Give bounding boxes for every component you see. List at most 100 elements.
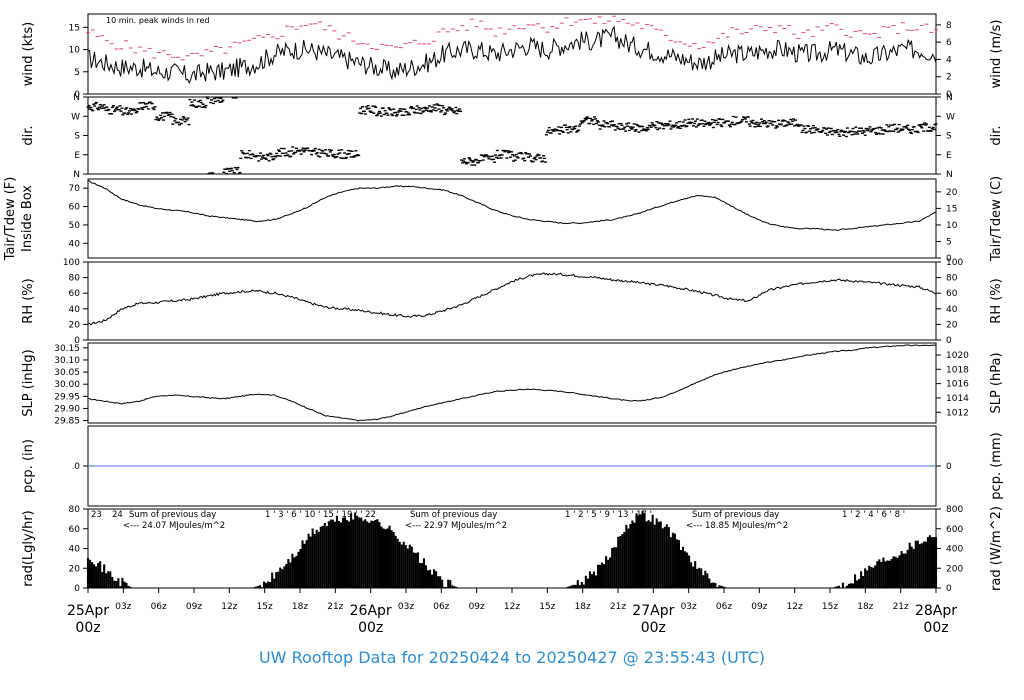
rad-tick-label-right-2: 400 xyxy=(946,545,963,555)
slp-ylabel-right: SLP (hPa) xyxy=(989,352,1004,413)
rad-annotation-9: <--- 18.85 MJoules/m^2 xyxy=(686,521,788,531)
rh-tick-label-left-2: 40 xyxy=(69,305,81,315)
rad-tick-label-right-1: 200 xyxy=(946,564,963,574)
time-tick-label: 09z xyxy=(186,602,202,612)
rad-annotation-6: <--- 22.97 MJoules/m^2 xyxy=(405,521,507,531)
tair-tick-label-right-2: 10 xyxy=(946,221,958,231)
wind-tick-label-right-2: 4 xyxy=(946,55,952,65)
time-tick-label: 06z xyxy=(716,602,732,612)
dir-tick-label-right-4: N xyxy=(946,93,953,103)
pcp-tick-label-right-0: 0 xyxy=(946,462,952,472)
wind-tick-label-right-1: 2 xyxy=(946,73,952,83)
time-tick-label: 06z xyxy=(151,602,167,612)
slp-tick-label-left-3: 30.00 xyxy=(54,380,80,390)
time-tick-label: 12z xyxy=(787,602,803,612)
rad-ylabel-left: rad(Lgly/hr) xyxy=(21,510,36,586)
date-hour-label-0: 00z xyxy=(75,620,100,636)
tair-tick-label-right-4: 20 xyxy=(946,188,958,198)
slp-tick-label-right-3: 1018 xyxy=(946,365,969,375)
rh-tick-label-right-0: 0 xyxy=(946,336,952,346)
rh-tick-label-right-5: 100 xyxy=(946,258,963,268)
wind-tick-label-left-3: 15 xyxy=(69,23,80,33)
time-tick-label: 03z xyxy=(398,602,414,612)
tair-tick-label-left-1: 50 xyxy=(69,221,81,231)
rad-annotation-0: 23 xyxy=(91,510,102,520)
slp-tick-label-right-2: 1016 xyxy=(946,380,969,390)
dir-tick-label-right-0: N xyxy=(946,170,953,180)
rh-tick-label-left-1: 20 xyxy=(69,320,81,330)
rh-panel xyxy=(87,261,937,341)
slp-ylabel-left: SLP (inHg) xyxy=(21,349,36,417)
time-tick-label: 03z xyxy=(115,602,131,612)
rad-tick-label-right-0: 0 xyxy=(946,584,952,594)
rh-tick-label-left-0: 0 xyxy=(74,336,80,346)
dir-ylabel-right: dir. xyxy=(989,125,1004,145)
wind-speed-line xyxy=(87,25,937,85)
slp-tick-label-left-6: 30.15 xyxy=(54,344,80,354)
rh-ylabel-right: RH (%) xyxy=(989,278,1004,323)
tair-tick-label-left-3: 70 xyxy=(69,184,81,194)
rad-annotation-2: Sum of previous day xyxy=(129,510,216,520)
time-tick-label: 18z xyxy=(292,602,308,612)
wind-ylabel-right: wind (m/s) xyxy=(989,20,1004,89)
rad-annotation-4: 1 ' 3 ' 6 ' 10 ' 15 ' 19 ' ' 22 xyxy=(265,510,376,520)
tair-tick-label-right-1: 5 xyxy=(946,237,952,247)
dir-tick-label-left-0: N xyxy=(73,170,80,180)
wind-ylabel-left: wind (kts) xyxy=(21,22,36,86)
rh-tick-label-left-4: 80 xyxy=(69,274,81,284)
slp-tick-label-right-4: 1020 xyxy=(946,351,969,361)
wind-tick-label-right-3: 6 xyxy=(946,38,952,48)
rh-tick-label-right-4: 80 xyxy=(946,274,958,284)
time-tick-label: 15z xyxy=(822,602,838,612)
time-tick-label: 06z xyxy=(433,602,449,612)
wind-annotation: 10 min. peak winds in red xyxy=(106,16,210,25)
tair-ylabel-left-2: Inside Box xyxy=(20,185,35,252)
time-tick-label: 21z xyxy=(610,602,626,612)
rad-annotation-5: Sum of previous day xyxy=(410,510,497,520)
date-label-0: 25Apr xyxy=(67,603,109,619)
slp-tick-label-right-0: 1012 xyxy=(946,408,969,418)
time-tick-label: 12z xyxy=(221,602,237,612)
time-tick-label: 12z xyxy=(504,602,520,612)
chart-title: UW Rooftop Data for 20250424 to 20250427… xyxy=(258,648,766,667)
slp-tick-label-left-4: 30.05 xyxy=(54,368,80,378)
rh-tick-label-right-3: 60 xyxy=(946,289,958,299)
rad-tick-label-left-2: 40 xyxy=(69,545,81,555)
tair-ylabel-left: Tair/Tdew (F) xyxy=(3,177,18,262)
date-hour-label-1: 00z xyxy=(358,620,383,636)
pcp-ylabel-right: pcp. (mm) xyxy=(989,432,1004,499)
tair-tick-label-right-0: 0 xyxy=(946,254,952,264)
wind-tick-label-left-0: 0 xyxy=(74,90,80,100)
wind-panel xyxy=(87,13,937,95)
tair-tick-label-left-0: 40 xyxy=(69,239,81,249)
time-axis: 03z 06z 09z 12z 15z 18z 21z 03z 06z 09z 12z 15z 18z 2… xyxy=(67,588,957,636)
time-tick-label: 03z xyxy=(681,602,697,612)
dir-points xyxy=(86,96,938,175)
slp-tick-label-left-2: 29.95 xyxy=(54,392,80,402)
time-tick-label: 15z xyxy=(257,602,273,612)
rad-bars xyxy=(86,511,938,588)
slp-panel xyxy=(87,342,937,424)
dir-tick-label-right-2: S xyxy=(946,132,952,142)
time-tick-label: 09z xyxy=(751,602,767,612)
dir-tick-label-right-1: E xyxy=(946,151,952,161)
tair-tick-label-left-2: 60 xyxy=(69,203,81,213)
wind-tick-label-right-0: 0 xyxy=(946,90,952,100)
slp-tick-label-right-1: 1014 xyxy=(946,394,969,404)
wind-peak-series xyxy=(86,15,938,61)
rad-ylabel-right: rad (W/m^2) xyxy=(989,506,1004,591)
date-label-3: 28Apr xyxy=(915,603,957,619)
rad-annotation-10: 1 ' 2 ' 4 ' 6 ' 8 ' xyxy=(842,510,905,520)
tair-panel xyxy=(87,178,937,259)
rh-ylabel-left: RH (%) xyxy=(21,278,36,323)
slp-line xyxy=(87,344,937,422)
slp-tick-label-left-5: 30.10 xyxy=(54,356,80,366)
wind-tick-label-right-4: 8 xyxy=(946,21,952,31)
dir-panel xyxy=(87,96,937,175)
rad-annotation-3: <--- 24.07 MJoules/m^2 xyxy=(123,521,225,531)
rh-line xyxy=(87,272,937,326)
rad-tick-label-left-3: 60 xyxy=(69,525,81,535)
dir-tick-label-left-2: S xyxy=(74,132,80,142)
time-tick-label: 15z xyxy=(539,602,555,612)
